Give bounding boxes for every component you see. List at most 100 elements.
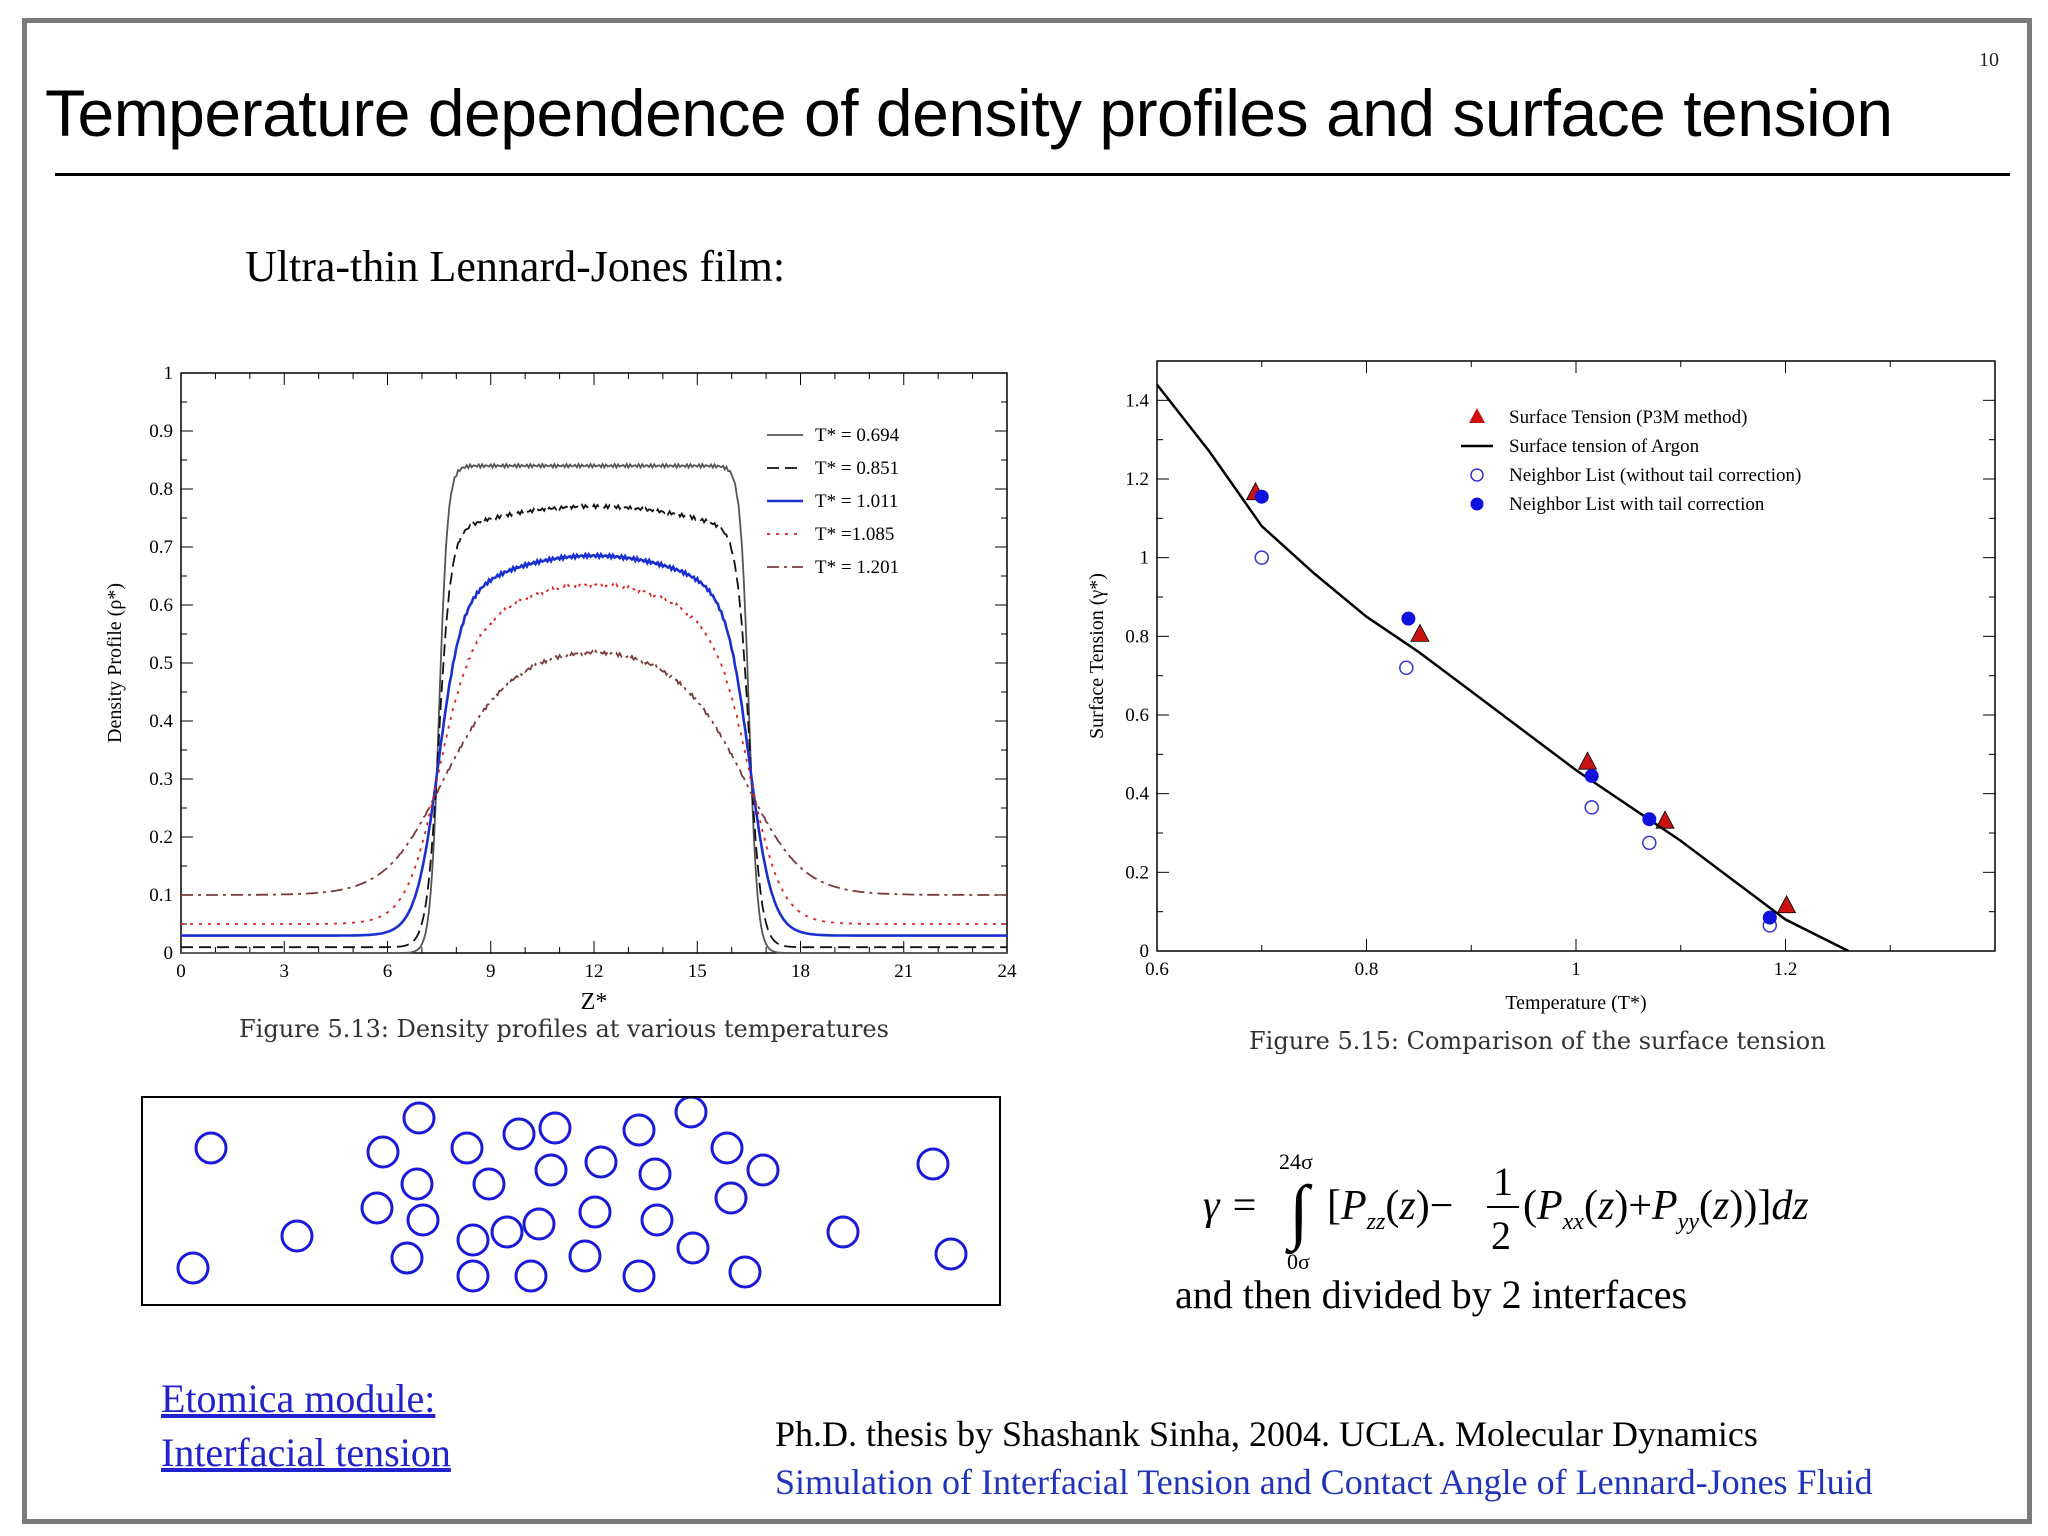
legend-label: T* = 0.694	[815, 425, 900, 446]
formula-gamma: γ =	[1203, 1183, 1258, 1229]
legend-label: T* = 0.851	[815, 458, 899, 479]
neighbor-list-tail-point	[1584, 768, 1599, 783]
neighbor-list-point	[1254, 550, 1269, 565]
particle	[916, 1147, 950, 1181]
density-series-line	[181, 551, 1007, 937]
y-tick-label: 1	[164, 363, 174, 384]
p3m-point	[1410, 623, 1430, 642]
legend-label: Neighbor List with tail correction	[1509, 494, 1765, 515]
formula-fraction-numerator: 1	[1493, 1159, 1513, 1204]
y-tick-label: 0.4	[1125, 784, 1149, 805]
slide-number: 10	[1979, 49, 1999, 71]
x-tick-label: 0.8	[1355, 959, 1379, 980]
particle	[622, 1259, 656, 1293]
particle	[622, 1113, 656, 1147]
particle	[584, 1145, 618, 1179]
legend-label: Neighbor List (without tail correction)	[1509, 465, 1801, 486]
particle	[280, 1219, 314, 1253]
formula-lower-limit: 0σ	[1287, 1249, 1310, 1274]
legend-label: T* = 1.201	[815, 557, 899, 578]
particles-svg	[176, 1095, 968, 1293]
density-profile-chart: 0 3 6 9 12 15 18 21 24 0 0.1 0.2 0.3 0.4 0.5 0.6 0.7 0.8 0…	[104, 363, 1017, 1015]
particle	[176, 1251, 210, 1285]
x-tick-label: 15	[688, 961, 707, 982]
neighbor-list-tail-point	[1762, 910, 1777, 925]
y-tick-label: 0.9	[149, 421, 173, 442]
y-tick-label: 1.2	[1125, 469, 1149, 490]
y-tick-label: 0.3	[149, 769, 173, 790]
particle	[676, 1231, 710, 1265]
particle	[568, 1239, 602, 1273]
particle	[710, 1131, 744, 1165]
density-series-line	[181, 502, 1007, 949]
x-tick-label: 3	[280, 961, 290, 982]
particle	[490, 1215, 524, 1249]
formula-body-left: [Pzz(z)−	[1327, 1183, 1453, 1235]
x-tick-label: 12	[585, 961, 604, 982]
particle	[640, 1203, 674, 1237]
particle	[934, 1237, 968, 1271]
legend-swatch	[1469, 408, 1485, 423]
slide: 10 Temperature dependence of density pro…	[22, 18, 2032, 1524]
y-axis-label: Density Profile (ρ*)	[104, 583, 126, 743]
legend-swatch	[1470, 468, 1484, 482]
particle	[674, 1095, 708, 1129]
particle	[194, 1131, 228, 1165]
particle	[728, 1255, 762, 1289]
y-tick-label: 0.2	[149, 827, 173, 848]
density-series-line	[181, 581, 1007, 925]
formula-note: and then divided by 2 interfaces	[1175, 1272, 1688, 1317]
legend-label: Surface Tension (P3M method)	[1509, 407, 1747, 428]
reference-text: Ph.D. thesis by Shashank Sinha, 2004. UC…	[775, 1414, 1758, 1454]
particle	[456, 1259, 490, 1293]
density-chart-caption: Figure 5.13: Density profiles at various…	[239, 1015, 889, 1043]
legend-label: T* = 1.011	[815, 491, 898, 512]
formula-integral-sign: ∫	[1285, 1171, 1313, 1255]
neighbor-list-tail-point	[1642, 812, 1657, 827]
particle	[472, 1167, 506, 1201]
particle	[450, 1131, 484, 1165]
particle	[534, 1153, 568, 1187]
slide-title: Temperature dependence of density profil…	[45, 76, 1893, 150]
p3m-point	[1776, 894, 1797, 914]
y-tick-label: 0	[164, 943, 174, 964]
reference-link[interactable]: Simulation of Interfacial Tension and Co…	[775, 1462, 1873, 1502]
y-tick-label: 0.1	[149, 885, 173, 906]
neighbor-list-point	[1642, 835, 1657, 851]
surface-tension-formula: γ = 24σ ∫ 0σ [Pzz(z)− 1 2 (Pxx(z)+Pyy(z)…	[1203, 1149, 1809, 1274]
interfacial-tension-link[interactable]: Interfacial tension	[161, 1430, 451, 1475]
particle	[502, 1117, 536, 1151]
y-tick-label: 0.8	[1125, 626, 1149, 647]
y-axis-label: Surface Tension (γ*)	[1086, 573, 1108, 739]
x-tick-label: 21	[894, 961, 913, 982]
x-tick-label: 18	[791, 961, 810, 982]
y-tick-label: 0.6	[149, 595, 173, 616]
formula-upper-limit: 24σ	[1279, 1149, 1313, 1174]
legend-label: Surface tension of Argon	[1509, 436, 1700, 457]
particle	[538, 1111, 572, 1145]
x-tick-label: 0.6	[1145, 959, 1169, 980]
slide-subtitle: Ultra-thin Lennard-Jones film:	[245, 242, 786, 291]
tension-chart-caption: Figure 5.15: Comparison of the surface t…	[1249, 1027, 1826, 1055]
particle	[638, 1157, 672, 1191]
neighbor-list-tail-point	[1401, 611, 1416, 626]
particle-film-illustration	[141, 1095, 1001, 1306]
y-tick-label: 1	[1140, 548, 1150, 569]
particle	[826, 1215, 860, 1249]
x-tick-label: 9	[486, 961, 496, 982]
particle	[746, 1153, 780, 1187]
argon-tension-line	[1157, 383, 1849, 951]
y-tick-label: 0.6	[1125, 705, 1149, 726]
legend-swatch	[1470, 497, 1484, 511]
etomica-module-link[interactable]: Etomica module:	[161, 1376, 436, 1421]
legend-label: T* =1.085	[815, 524, 894, 545]
density-series-line	[181, 462, 1007, 954]
particle	[390, 1241, 424, 1275]
x-tick-label: 1.2	[1774, 959, 1798, 980]
x-tick-label: 0	[176, 961, 186, 982]
particle	[400, 1167, 434, 1201]
particle	[714, 1181, 748, 1215]
x-tick-label: 1	[1571, 959, 1581, 980]
neighbor-list-point	[1399, 660, 1414, 676]
surface-tension-chart: 0.6 0.8 1 1.2 0 0.2 0.4 0.6 0.8 1 1.2 1.4 Temperatur…	[1086, 360, 1996, 1014]
